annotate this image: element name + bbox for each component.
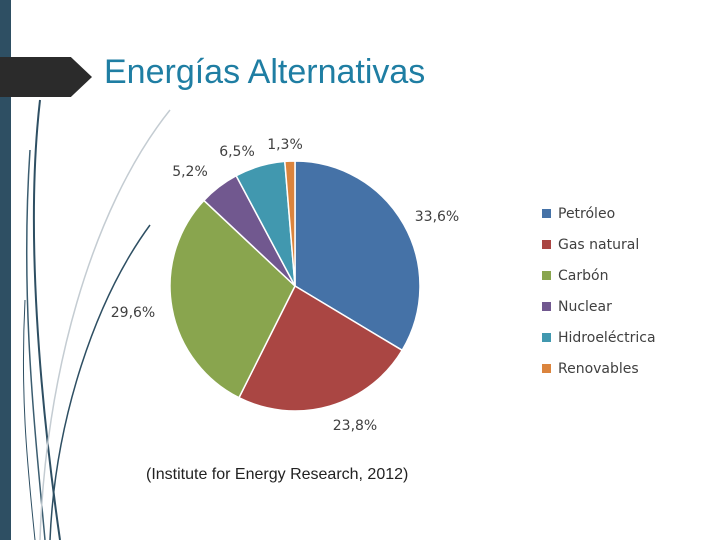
pie-slice-1 [294,160,421,352]
pie-slice-6 [283,160,296,287]
legend-item-4: Nuclear [542,291,656,322]
legend-swatch [542,333,551,342]
legend-item-2: Gas natural [542,229,656,260]
legend-item-6: Renovables [542,353,656,384]
legend-item-1: Petróleo [542,198,656,229]
legend-label: Petróleo [558,205,616,222]
source-citation: (Institute for Energy Research, 2012) [146,466,409,483]
legend-label: Gas natural [558,236,640,253]
data-label-6: 1,3% [267,137,303,153]
side-bar [0,0,11,540]
data-label-5: 6,5% [219,144,255,160]
legend: Petróleo Gas natural Carbón Nuclear Hidroelé… [542,198,656,384]
legend-label: Nuclear [558,298,612,315]
legend-item-3: Carbón [542,260,656,291]
legend-swatch [542,240,551,249]
legend-label: Carbón [558,267,609,284]
legend-swatch [542,271,551,280]
slide-title: Energías Alternativas [104,53,426,91]
pie-slice-3 [169,199,296,399]
legend-swatch [542,364,551,373]
title-tab [0,57,92,97]
legend-label: Renovables [558,360,639,377]
legend-swatch [542,302,551,311]
legend-label: Hidroeléctrica [558,329,656,346]
data-label-3: 29,6% [111,305,155,321]
data-label-1: 33,6% [415,209,459,225]
legend-swatch [542,209,551,218]
data-label-2: 23,8% [333,418,377,434]
legend-item-5: Hidroeléctrica [542,322,656,353]
data-label-4: 5,2% [172,164,208,180]
